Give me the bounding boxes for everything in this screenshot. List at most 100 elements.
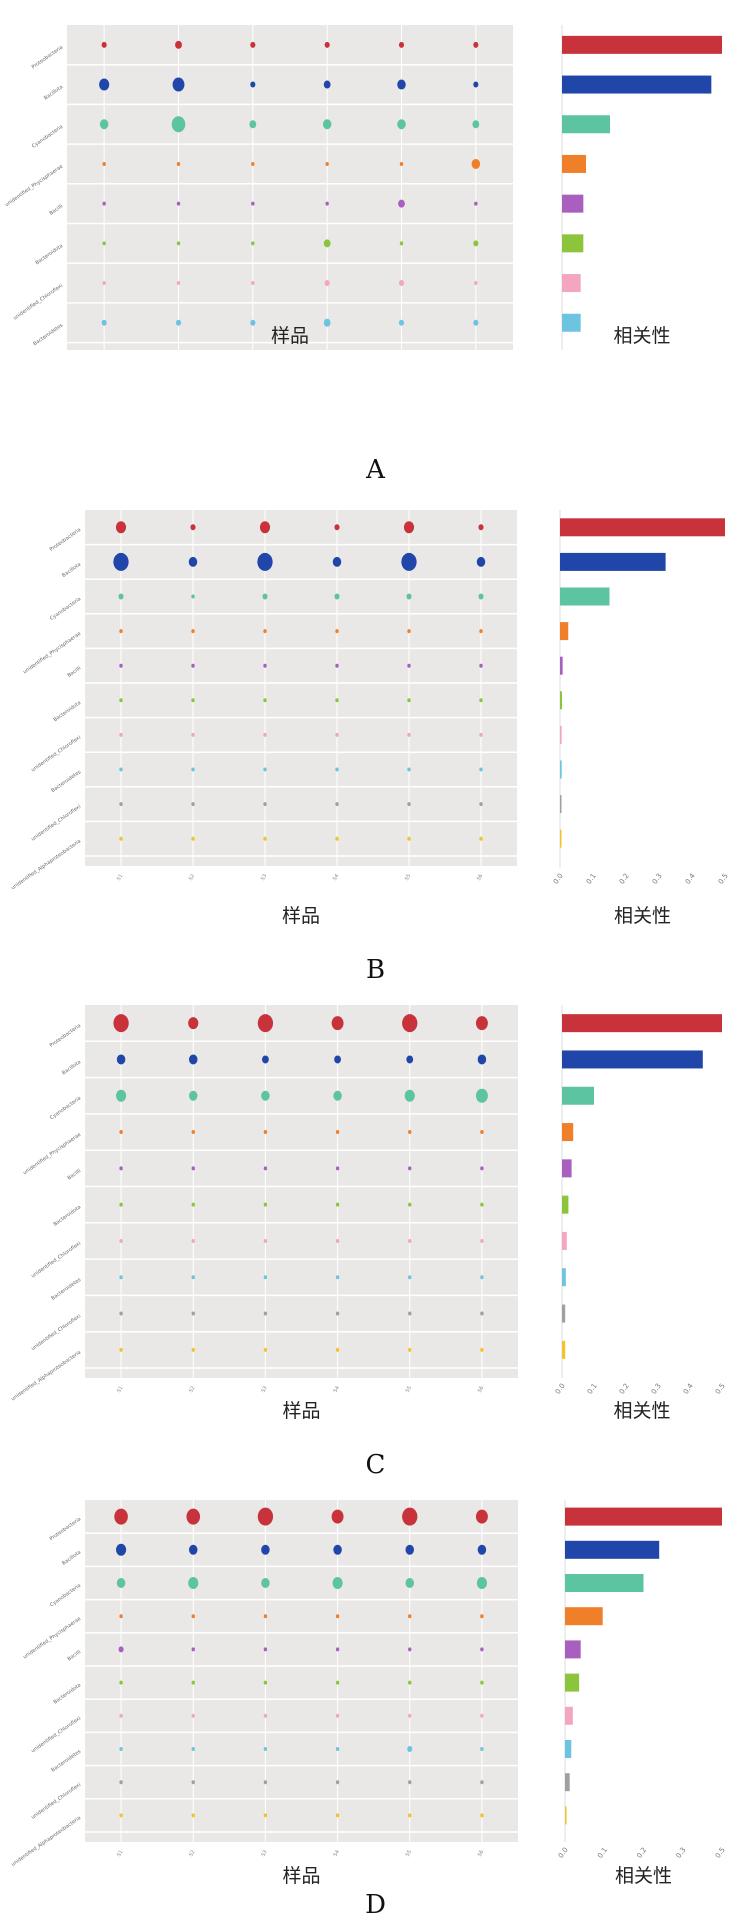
bubble-point xyxy=(408,1166,412,1171)
sample-tick-label: S1 xyxy=(116,1849,124,1858)
bubble-point xyxy=(323,318,331,327)
bubble-point xyxy=(332,556,342,567)
bar-tick-label: 0.0 xyxy=(557,1846,570,1860)
correlation-bar xyxy=(562,313,581,332)
correlation-bar xyxy=(562,1195,569,1214)
category-label: unidentified_Chloroflexi xyxy=(30,1313,82,1352)
bubble-point xyxy=(262,1055,269,1064)
bubble-point xyxy=(263,802,267,807)
bubble-point xyxy=(191,698,195,703)
bubble-point xyxy=(408,1813,412,1818)
bar-tick-label: 0.3 xyxy=(675,1846,688,1860)
caption-b: B xyxy=(365,955,386,985)
bubble-point xyxy=(250,319,256,326)
bubble-point xyxy=(335,1347,340,1352)
panel-a: Proteobacteria Bacillota Cyanobacteria unid… xyxy=(0,10,751,455)
bubble-point xyxy=(406,593,412,600)
bubble-point xyxy=(114,1508,128,1525)
bubble-point xyxy=(334,1055,341,1064)
bubble-point xyxy=(407,1746,413,1752)
bubble-point xyxy=(119,836,123,841)
category-label: unidentified_Alphaproteobacteria xyxy=(10,838,82,891)
sample-tick-label: S4 xyxy=(333,1849,341,1858)
bar-tick-label: 0.5 xyxy=(714,1846,727,1860)
bubble-point xyxy=(479,629,483,634)
bubble-point xyxy=(480,1713,484,1718)
category-label: unidentified_Alphaproteobacteria xyxy=(10,1815,82,1868)
correlation-bar xyxy=(565,1607,603,1626)
bubble-point xyxy=(474,201,478,206)
category-label: Bacteroidetes xyxy=(32,322,64,347)
bubble-point xyxy=(476,1577,488,1589)
bubble-point xyxy=(261,1578,270,1588)
category-label: Proteobacteria xyxy=(49,527,82,553)
bubble-plot-background xyxy=(67,25,513,432)
sample-tick-label: S2 xyxy=(188,1385,196,1394)
bubble-point xyxy=(263,767,267,772)
category-label: unidentified_Chloroflexi xyxy=(30,804,82,843)
bubble-point xyxy=(402,1014,418,1033)
bubble-point xyxy=(189,1054,198,1065)
bubble-point xyxy=(116,1578,126,1588)
bubble-point xyxy=(119,1747,123,1751)
correlation-bar xyxy=(562,1086,594,1105)
category-label: Cyanobacteria xyxy=(49,1095,82,1121)
bubble-point xyxy=(325,161,329,166)
bar-tick-label: 0.2 xyxy=(635,1846,648,1860)
bubble-point xyxy=(404,1089,415,1102)
correlation-bar xyxy=(562,234,584,253)
x-axis-label: 样品 xyxy=(282,1400,320,1422)
bubble-point xyxy=(261,1090,270,1101)
bubble-point xyxy=(119,629,123,634)
bar-tick-label: 0.1 xyxy=(596,1846,609,1860)
bubble-point xyxy=(175,319,182,326)
bubble-point xyxy=(191,594,195,599)
bubble-point xyxy=(407,836,411,841)
bubble-point xyxy=(191,1680,195,1685)
correlation-bar xyxy=(565,1540,660,1559)
bubble-point xyxy=(251,241,255,246)
bubble-point xyxy=(191,1130,195,1135)
bar-tick-label: 0.3 xyxy=(650,1382,663,1396)
category-label: Bacteroidota xyxy=(35,243,65,266)
bubble-point xyxy=(335,1747,340,1751)
bubble-point xyxy=(408,1347,412,1352)
sample-tick-label: S2 xyxy=(188,873,196,882)
bubble-point xyxy=(261,1544,270,1555)
category-label: Bacteroidetes xyxy=(50,1749,82,1774)
bubble-point xyxy=(263,1311,268,1316)
bubble-point xyxy=(335,767,339,772)
bubble-plot-background xyxy=(85,1500,518,1842)
bubble-point xyxy=(399,161,404,166)
bar-tick-label: 0.5 xyxy=(717,872,730,886)
bubble-point xyxy=(323,80,331,89)
correlation-bar xyxy=(562,1268,566,1287)
bubble-point xyxy=(398,41,405,48)
bubble-point xyxy=(478,593,484,600)
correlation-bar xyxy=(565,1773,570,1792)
sample-tick-label: S6 xyxy=(477,1849,485,1858)
correlation-bar xyxy=(565,1507,722,1526)
panel-d: Proteobacteria Bacillota Cyanobacteria unid… xyxy=(0,1500,751,1890)
correlation-bar xyxy=(562,1231,567,1250)
x-axis-label: 样品 xyxy=(282,1865,320,1887)
bubble-point xyxy=(119,1713,123,1718)
correlation-axis-label: 相关性 xyxy=(613,325,670,347)
bubble-point xyxy=(191,663,195,668)
sample-tick-label: S3 xyxy=(260,1385,268,1394)
caption-d: D xyxy=(365,1890,386,1920)
bubble-point xyxy=(477,1054,487,1065)
bubble-point xyxy=(335,1780,340,1785)
bubble-point xyxy=(324,41,330,48)
bubble-point xyxy=(119,1311,123,1316)
bubble-point xyxy=(478,524,484,531)
bubble-point xyxy=(335,1680,340,1685)
x-axis-label: 样品 xyxy=(271,325,309,347)
bubble-point xyxy=(191,802,195,807)
category-label: Bacilli xyxy=(67,1649,83,1662)
bubble-point xyxy=(480,1238,484,1243)
correlation-bar xyxy=(562,194,584,213)
chart-d: Proteobacteria Bacillota Cyanobacteria unid… xyxy=(10,1500,727,1887)
bubble-point xyxy=(263,1813,268,1818)
bubble-point xyxy=(405,1578,414,1588)
